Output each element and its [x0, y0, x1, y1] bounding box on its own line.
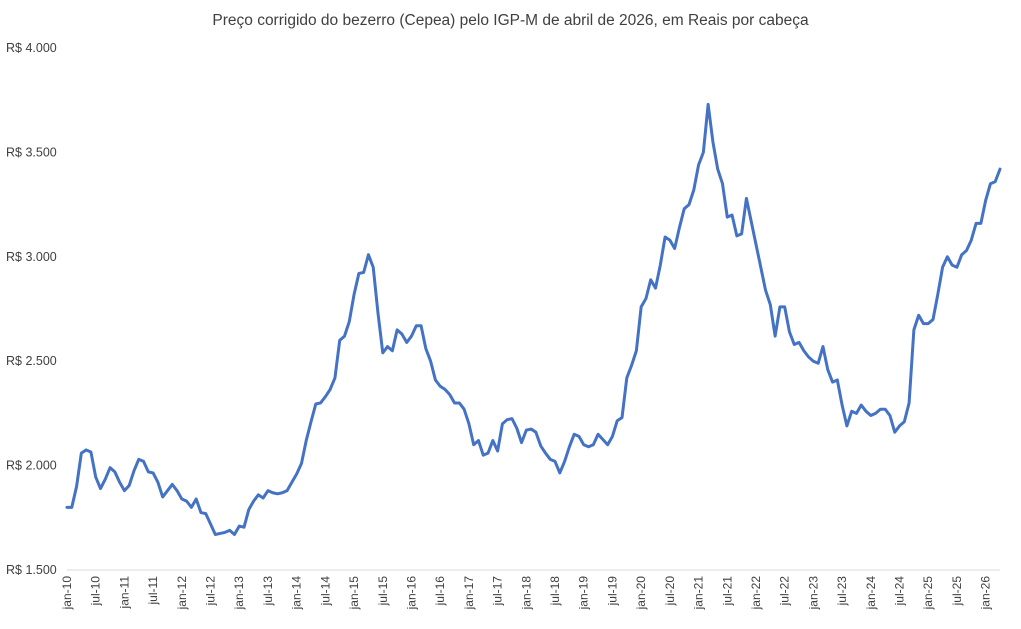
x-tick-label: jan-23	[806, 576, 820, 611]
y-axis: R$ 1.500 R$ 2.000 R$ 2.500 R$ 3.000 R$ 3.500…	[6, 41, 57, 577]
x-axis: jan-10 jul-10 jan-11 jul-11 jan-12 jul-12 jan-…	[60, 569, 1000, 611]
x-tick-label: jul-23	[835, 576, 849, 607]
x-tick-label: jan-26	[979, 576, 993, 611]
x-tick-label: jan-24	[864, 576, 878, 611]
x-tick-label: jan-13	[232, 576, 246, 611]
y-tick-label: R$ 1.500	[6, 563, 57, 577]
x-tick-label: jan-19	[577, 576, 591, 611]
x-tick-label: jan-16	[404, 576, 418, 611]
x-tick-label: jul-13	[261, 576, 275, 607]
y-tick-label: R$ 3.000	[6, 250, 57, 264]
x-tick-label: jan-15	[347, 576, 361, 611]
x-tick-label: jul-24	[893, 576, 907, 607]
x-tick-label: jul-10	[89, 576, 103, 607]
x-tick-label: jul-11	[146, 576, 160, 606]
x-tick-label: jan-10	[60, 576, 74, 611]
x-tick-label: jan-22	[749, 576, 763, 611]
x-tick-label: jan-17	[462, 576, 476, 611]
x-tick-label: jan-12	[175, 576, 189, 611]
x-tick-label: jul-19	[605, 576, 619, 607]
x-tick-label: jul-20	[663, 576, 677, 607]
y-tick-label: R$ 4.000	[6, 41, 57, 55]
x-tick-label: jul-15	[376, 576, 390, 607]
x-tick-label: jan-21	[692, 576, 706, 611]
x-tick-label: jul-14	[318, 576, 332, 607]
plot-area	[65, 102, 1002, 536]
x-tick-label: jul-18	[548, 576, 562, 607]
x-tick-label: jul-12	[204, 576, 218, 607]
x-tick-label: jul-25	[950, 576, 964, 607]
x-tick-label: jan-18	[519, 576, 533, 611]
x-tick-label: jan-20	[634, 576, 648, 611]
x-tick-label: jan-11	[117, 576, 131, 610]
x-tick-label: jul-17	[491, 576, 505, 607]
x-tick-label: jan-25	[921, 576, 935, 611]
x-tick-label: jul-22	[778, 576, 792, 607]
x-tick-label: jul-16	[433, 576, 447, 607]
chart-title: Preço corrigido do bezerro (Cepea) pelo …	[212, 12, 809, 29]
y-tick-label: R$ 2.500	[6, 354, 57, 368]
y-tick-label: R$ 3.500	[6, 145, 57, 159]
x-tick-label: jan-14	[290, 576, 304, 611]
y-tick-label: R$ 2.000	[6, 459, 57, 473]
price-series-line	[65, 102, 1002, 536]
x-tick-label: jul-21	[720, 576, 734, 607]
